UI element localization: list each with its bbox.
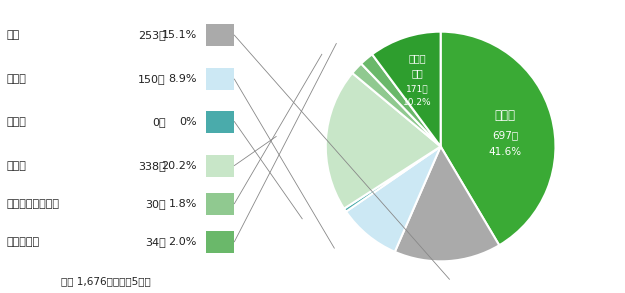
Text: 30件: 30件: [145, 199, 166, 209]
Wedge shape: [326, 73, 441, 209]
Wedge shape: [352, 64, 441, 146]
Text: 338件: 338件: [138, 161, 166, 171]
Text: 合かぎ: 合かぎ: [6, 161, 26, 171]
Wedge shape: [361, 54, 441, 146]
Text: 253件: 253件: [138, 30, 166, 40]
Text: 34件: 34件: [145, 237, 166, 247]
Text: 1.8%: 1.8%: [169, 199, 197, 209]
Wedge shape: [395, 146, 499, 261]
Text: その他: その他: [6, 74, 26, 84]
Text: 171件: 171件: [406, 85, 429, 94]
Wedge shape: [346, 146, 441, 252]
Text: 戸外し: 戸外し: [6, 117, 26, 127]
Text: ガラス: ガラス: [409, 53, 426, 63]
Text: ドア鍵破り: ドア鍵破り: [6, 237, 39, 247]
Text: 2.0%: 2.0%: [169, 237, 197, 247]
Text: 8.9%: 8.9%: [168, 74, 197, 84]
Text: 10.2%: 10.2%: [403, 98, 432, 108]
Text: 15.1%: 15.1%: [162, 30, 197, 40]
Text: 総数 1,676件（令和5年）: 総数 1,676件（令和5年）: [61, 276, 151, 286]
Text: その他の施鍵開け: その他の施鍵開け: [6, 199, 59, 209]
Wedge shape: [441, 32, 556, 245]
Wedge shape: [372, 32, 441, 146]
Text: 不明: 不明: [6, 30, 19, 40]
Text: 41.6%: 41.6%: [488, 147, 521, 157]
Text: 0%: 0%: [179, 117, 197, 127]
Text: 150件: 150件: [138, 74, 166, 84]
Wedge shape: [344, 146, 441, 212]
Text: 0件: 0件: [152, 117, 166, 127]
Text: 破り: 破り: [411, 68, 423, 78]
Text: 20.2%: 20.2%: [161, 161, 197, 171]
Text: 697件: 697件: [492, 130, 518, 140]
Text: 無締り: 無締り: [494, 109, 516, 122]
